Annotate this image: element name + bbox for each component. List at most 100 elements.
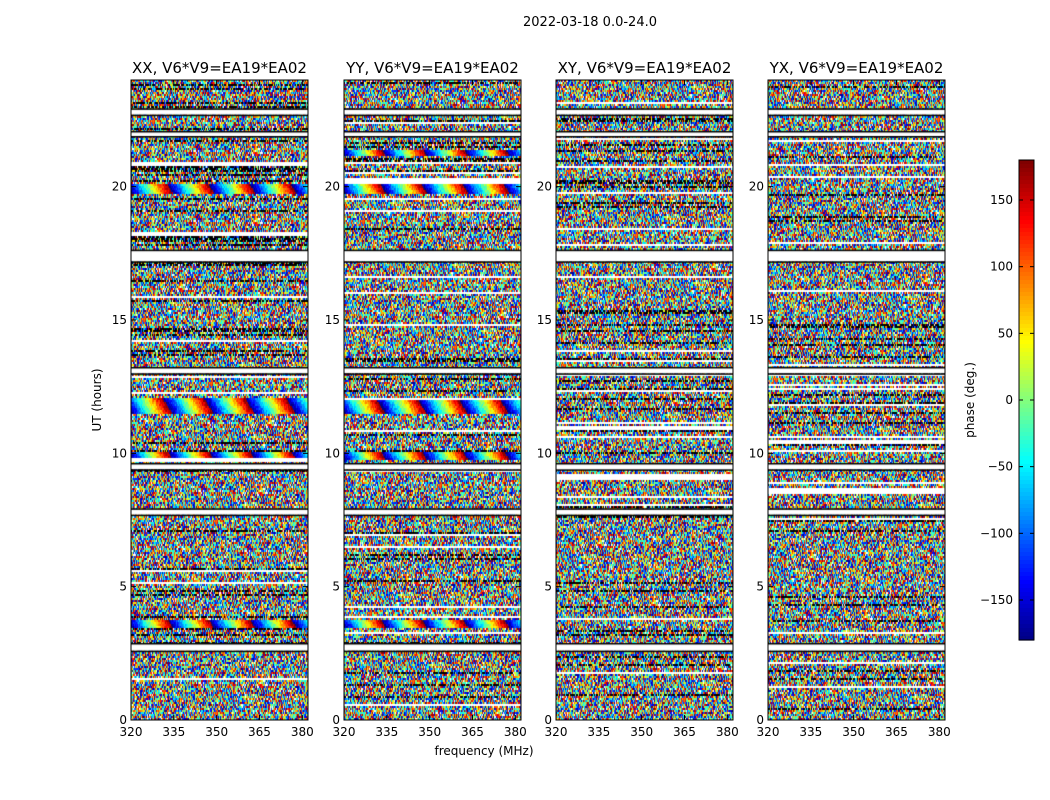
- colorbar-segment: [1019, 228, 1034, 233]
- colorbar-segment: [1019, 420, 1034, 425]
- colorbar-segment: [1019, 176, 1034, 181]
- colorbar-segment: [1019, 184, 1034, 189]
- colorbar-segment: [1019, 576, 1034, 581]
- colorbar-segment: [1019, 596, 1034, 601]
- colorbar-segment: [1019, 608, 1034, 613]
- x-tick-label: 365: [248, 725, 271, 739]
- y-tick-label: 0: [756, 713, 764, 727]
- colorbar-segment: [1019, 628, 1034, 633]
- x-tick-label: 365: [885, 725, 908, 739]
- panel-title: XY, V6*V9=EA19*EA02: [558, 59, 732, 77]
- y-tick-label: 15: [537, 313, 552, 327]
- colorbar-segment: [1019, 336, 1034, 341]
- figure-suptitle: 2022-03-18 0.0-24.0: [523, 15, 657, 30]
- x-tick-label: 320: [333, 725, 356, 739]
- x-tick-label: 320: [120, 725, 143, 739]
- colorbar-tick-label: 100: [990, 260, 1013, 274]
- colorbar-segment: [1019, 544, 1034, 549]
- colorbar-segment: [1019, 432, 1034, 437]
- colorbar-segment: [1019, 560, 1034, 565]
- colorbar-segment: [1019, 476, 1034, 481]
- y-tick-label: 20: [537, 180, 552, 194]
- colorbar-segment: [1019, 616, 1034, 621]
- colorbar-segment: [1019, 292, 1034, 297]
- colorbar-segment: [1019, 192, 1034, 197]
- y-tick-label: 0: [332, 713, 340, 727]
- colorbar-segment: [1019, 380, 1034, 385]
- panel-frame: [130, 79, 309, 721]
- colorbar-segment: [1019, 504, 1034, 509]
- colorbar-segment: [1019, 540, 1034, 545]
- colorbar-segment: [1019, 636, 1034, 641]
- y-tick-label: 5: [119, 580, 127, 594]
- colorbar-segment: [1019, 552, 1034, 557]
- colorbar-segment: [1019, 220, 1034, 225]
- colorbar-segment: [1019, 172, 1034, 177]
- y-tick-label: 5: [756, 580, 764, 594]
- heatmap-image: [131, 80, 308, 720]
- colorbar-segment: [1019, 516, 1034, 521]
- colorbar-segment: [1019, 520, 1034, 525]
- colorbar-segment: [1019, 348, 1034, 353]
- colorbar-segment: [1019, 164, 1034, 169]
- colorbar-segment: [1019, 240, 1034, 245]
- colorbar-segment: [1019, 480, 1034, 485]
- x-tick-label: 350: [842, 725, 865, 739]
- x-tick-label: 335: [799, 725, 822, 739]
- colorbar-segment: [1019, 376, 1034, 381]
- colorbar-segment: [1019, 444, 1034, 449]
- panels-group: XX, V6*V9=EA19*EA02 320 335 350 365 380 0 5 10 15…: [112, 59, 951, 739]
- x-tick-label: 320: [757, 725, 780, 739]
- colorbar-segment: [1019, 248, 1034, 253]
- colorbar-segment: [1019, 212, 1034, 217]
- y-axis-label: UT (hours): [90, 368, 104, 431]
- colorbar-segment: [1019, 168, 1034, 173]
- colorbar-tick-label: −150: [980, 593, 1013, 607]
- colorbar-segment: [1019, 324, 1034, 329]
- colorbar-segment: [1019, 456, 1034, 461]
- colorbar-segment: [1019, 400, 1034, 405]
- colorbar-segment: [1019, 284, 1034, 289]
- x-tick-label: 365: [673, 725, 696, 739]
- colorbar-segment: [1019, 252, 1034, 257]
- x-tick-label: 380: [716, 725, 739, 739]
- colorbar-segment: [1019, 460, 1034, 465]
- colorbar-segment: [1019, 464, 1034, 469]
- colorbar-segment: [1019, 524, 1034, 529]
- panel-xy: XY, V6*V9=EA19*EA02 320 335 350 365 380 0 5 10 15…: [537, 59, 739, 739]
- colorbar-segment: [1019, 300, 1034, 305]
- colorbar-segment: [1019, 360, 1034, 365]
- colorbar-segment: [1019, 416, 1034, 421]
- colorbar-segment: [1019, 392, 1034, 397]
- colorbar-segment: [1019, 492, 1034, 497]
- panel-frame: [767, 79, 946, 721]
- colorbar-segment: [1019, 612, 1034, 617]
- panel-frame: [343, 79, 522, 721]
- colorbar-segment: [1019, 556, 1034, 561]
- y-tick-label: 10: [537, 446, 552, 460]
- colorbar-segment: [1019, 208, 1034, 213]
- colorbar-segment: [1019, 624, 1034, 629]
- y-tick-label: 5: [544, 580, 552, 594]
- colorbar-segment: [1019, 496, 1034, 501]
- panel-title: XX, V6*V9=EA19*EA02: [132, 59, 307, 77]
- colorbar-segment: [1019, 588, 1034, 593]
- y-tick-label: 0: [119, 713, 127, 727]
- colorbar-segment: [1019, 288, 1034, 293]
- colorbar-label: phase (deg.): [963, 362, 977, 438]
- colorbar-segment: [1019, 532, 1034, 537]
- y-tick-label: 15: [325, 313, 340, 327]
- colorbar-tick-label: 0: [1005, 393, 1013, 407]
- colorbar-segment: [1019, 204, 1034, 209]
- x-tick-label: 380: [928, 725, 951, 739]
- colorbar-segment: [1019, 328, 1034, 333]
- colorbar-segment: [1019, 468, 1034, 473]
- colorbar-segment: [1019, 236, 1034, 241]
- colorbar-segment: [1019, 528, 1034, 533]
- colorbar-segment: [1019, 344, 1034, 349]
- colorbar-segment: [1019, 436, 1034, 441]
- colorbar-segment: [1019, 440, 1034, 445]
- colorbar-segment: [1019, 600, 1034, 605]
- y-tick-label: 20: [325, 180, 340, 194]
- colorbar-segment: [1019, 584, 1034, 589]
